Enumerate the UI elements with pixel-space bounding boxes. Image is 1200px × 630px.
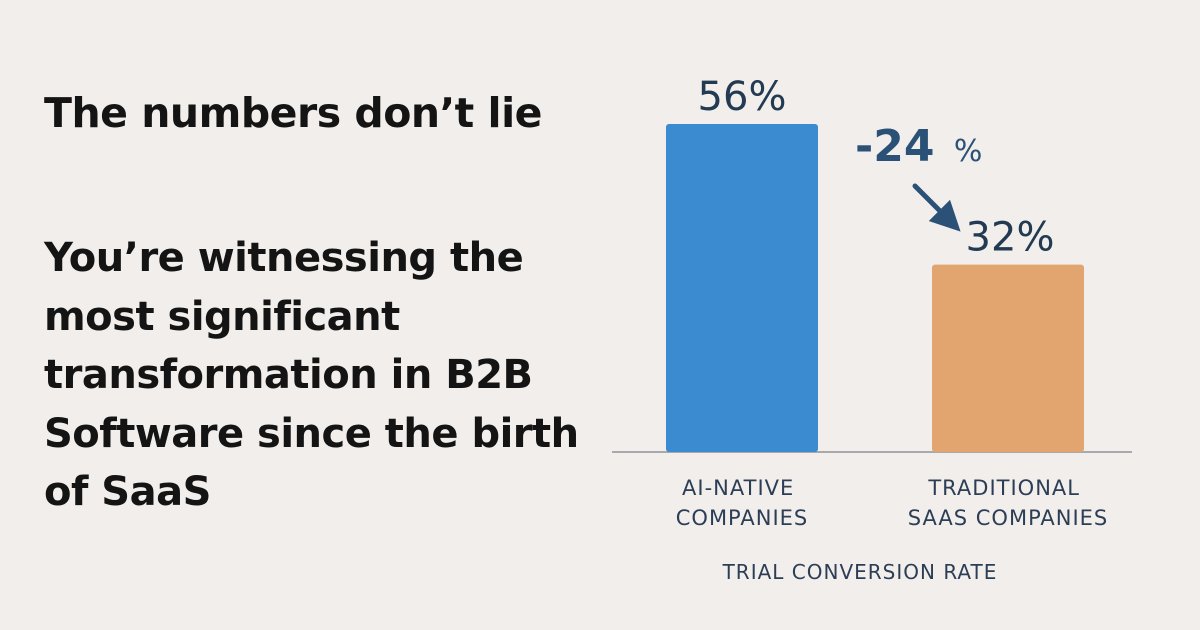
- tick-label-traditional-saas: TRADITIONAL SAAS COMPANIES: [908, 476, 1109, 530]
- headline: The numbers don’t lie: [44, 89, 542, 137]
- x-axis-title: TRIAL CONVERSION RATE: [722, 560, 998, 584]
- data-label-ai-native: 56%: [698, 74, 787, 120]
- tick-label-ai-native: AI-NATIVE COMPANIES: [676, 476, 809, 530]
- down-right-arrow-icon: [912, 183, 961, 232]
- difference-value: -24: [855, 121, 935, 172]
- difference-unit: %: [954, 134, 983, 169]
- text-panel: The numbers don’t lie You’re witnessing …: [44, 84, 604, 522]
- bar-traditional-saas: [932, 264, 1084, 452]
- data-label-traditional-saas: 32%: [966, 215, 1055, 261]
- subline: You’re witnessing the most significant t…: [44, 235, 579, 515]
- difference-annotation: -24 %: [855, 121, 982, 172]
- bar-ai-native: [666, 124, 818, 452]
